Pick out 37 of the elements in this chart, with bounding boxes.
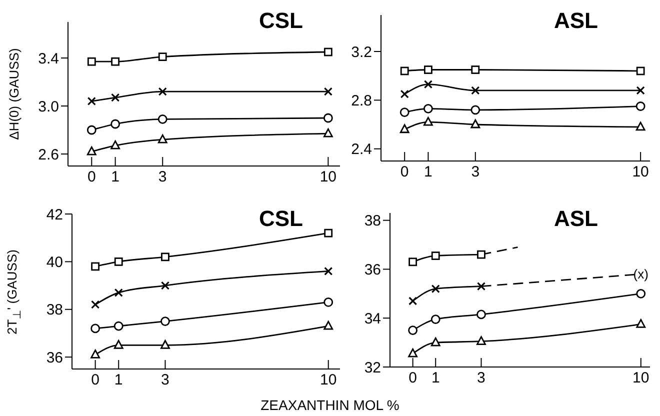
y-tick-label: 3.4 [38,50,59,68]
y-tick-label: 2.6 [38,146,59,164]
x-tick-label: 1 [114,372,123,389]
x-tick-label: 1 [111,168,120,186]
chart-title: ASL [554,206,598,232]
x-tick-label: 10 [632,164,649,181]
x-tick-label: 10 [320,372,337,389]
x-tick-label: 10 [632,370,650,387]
y-tick-label: 3.0 [38,98,59,116]
x-tick-label: 0 [400,164,409,181]
x-tick-label: 3 [471,164,480,181]
y-tick-label: 38 [364,212,381,230]
x-tick-label: 0 [408,370,417,387]
x-tick-label: 0 [91,372,100,389]
y-tick-label: 40 [46,254,63,272]
chart-title: CSL [259,206,303,232]
y-axis-title: ΔH(0) (GAUSS) [6,48,22,140]
y-tick-label: 34 [364,310,381,328]
y-tick-label: 36 [364,262,381,279]
y-tick-label: 38 [46,302,63,319]
x-tick-label: 0 [87,168,96,186]
x-tick-label: 3 [161,372,170,389]
y-tick-label: 2.8 [351,92,372,110]
x-tick-label: 10 [320,168,337,186]
x-tick-label: 3 [158,168,167,186]
y-tick-label: 2.4 [351,141,372,158]
y-tick-label: 36 [46,349,63,366]
y-tick-label: 42 [46,206,63,224]
annotation: (x) [633,266,648,282]
chart-title: CSL [259,8,303,34]
x-tick-label: 1 [431,370,440,387]
y-tick-label: 3.2 [351,44,372,61]
x-tick-label: 1 [424,164,432,181]
chart-title: ASL [554,8,598,34]
x-tick-label: 3 [477,370,486,387]
y-tick-label: 32 [364,359,381,376]
x-axis-title: ZEAXANTHIN MOL % [260,397,400,413]
